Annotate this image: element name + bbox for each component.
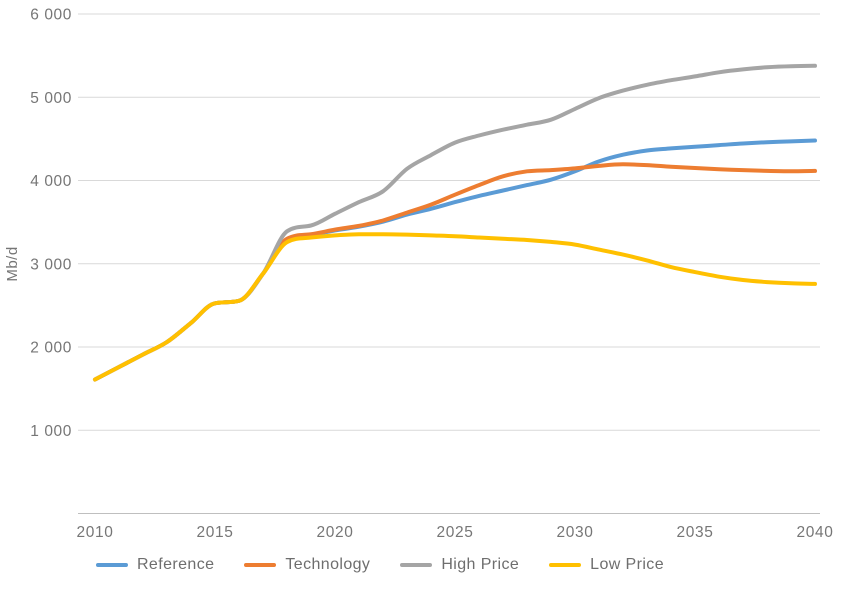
legend-item-low-price: Low Price [549, 556, 664, 574]
legend-item-technology: Technology [244, 556, 370, 574]
x-axis-tick-labels: 2010 2015 2020 2025 2030 2035 2040 [77, 524, 834, 541]
x-tick-label: 2020 [317, 524, 354, 541]
x-tick-label: 2015 [197, 524, 234, 541]
x-tick-label: 2030 [557, 524, 594, 541]
legend-swatch-reference [95, 562, 128, 568]
series-line-reference [93, 138, 817, 382]
x-tick-label: 2010 [77, 524, 114, 541]
legend-swatch-technology [244, 562, 277, 568]
series-line-low-price [93, 232, 817, 382]
series-line-high-price [93, 63, 817, 382]
chart-legend: Reference Technology High Price Low Price [0, 556, 760, 574]
y-tick-label: 1 000 [30, 423, 72, 440]
legend-label-low-price: Low Price [590, 556, 665, 573]
legend-swatch-low-price [549, 562, 582, 568]
y-axis-title: Mb/d [4, 246, 21, 281]
series-lines [93, 63, 817, 382]
y-tick-label: 4 000 [30, 173, 72, 190]
legend-swatch-high-price [400, 562, 433, 568]
y-tick-label: 3 000 [30, 256, 72, 273]
x-tick-label: 2040 [797, 524, 834, 541]
legend-label-technology: Technology [285, 556, 371, 573]
x-tick-label: 2025 [437, 524, 474, 541]
legend-item-high-price: High Price [400, 556, 519, 574]
gridlines [78, 13, 820, 431]
y-tick-label: 6 000 [30, 7, 72, 24]
legend-item-reference: Reference [95, 556, 215, 574]
legend-label-reference: Reference [136, 556, 215, 573]
legend-label-high-price: High Price [441, 556, 520, 573]
x-tick-label: 2035 [677, 524, 714, 541]
y-tick-label: 5 000 [30, 90, 72, 107]
y-tick-label: 2 000 [30, 340, 72, 357]
y-axis-tick-labels: 1 000 2 000 3 000 4 000 5 000 6 000 [30, 7, 72, 440]
